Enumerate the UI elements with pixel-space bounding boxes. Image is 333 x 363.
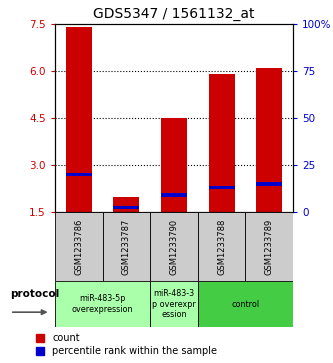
- Bar: [150, 212, 198, 281]
- Title: GDS5347 / 1561132_at: GDS5347 / 1561132_at: [93, 7, 255, 21]
- Text: miR-483-3
p overexpr
ession: miR-483-3 p overexpr ession: [152, 289, 196, 319]
- Text: control: control: [231, 299, 259, 309]
- Bar: [161, 193, 187, 197]
- Text: miR-483-5p
overexpression: miR-483-5p overexpression: [72, 294, 133, 314]
- Bar: [198, 212, 245, 281]
- Text: GSM1233789: GSM1233789: [265, 219, 274, 275]
- Bar: [208, 74, 235, 212]
- Bar: [55, 212, 103, 281]
- Bar: [113, 206, 140, 209]
- Bar: [55, 281, 150, 327]
- Bar: [66, 27, 92, 212]
- Bar: [198, 281, 293, 327]
- Bar: [256, 68, 282, 212]
- Bar: [103, 212, 150, 281]
- Text: GSM1233786: GSM1233786: [74, 219, 83, 275]
- Bar: [245, 212, 293, 281]
- Legend: count, percentile rank within the sample: count, percentile rank within the sample: [37, 333, 217, 356]
- Bar: [208, 185, 235, 189]
- Text: GSM1233788: GSM1233788: [217, 219, 226, 275]
- Bar: [150, 281, 198, 327]
- Bar: [113, 197, 140, 212]
- Text: GSM1233790: GSM1233790: [169, 219, 178, 275]
- Text: protocol: protocol: [10, 289, 59, 299]
- Bar: [161, 118, 187, 212]
- Text: GSM1233787: GSM1233787: [122, 219, 131, 275]
- Bar: [66, 173, 92, 176]
- Bar: [256, 183, 282, 185]
